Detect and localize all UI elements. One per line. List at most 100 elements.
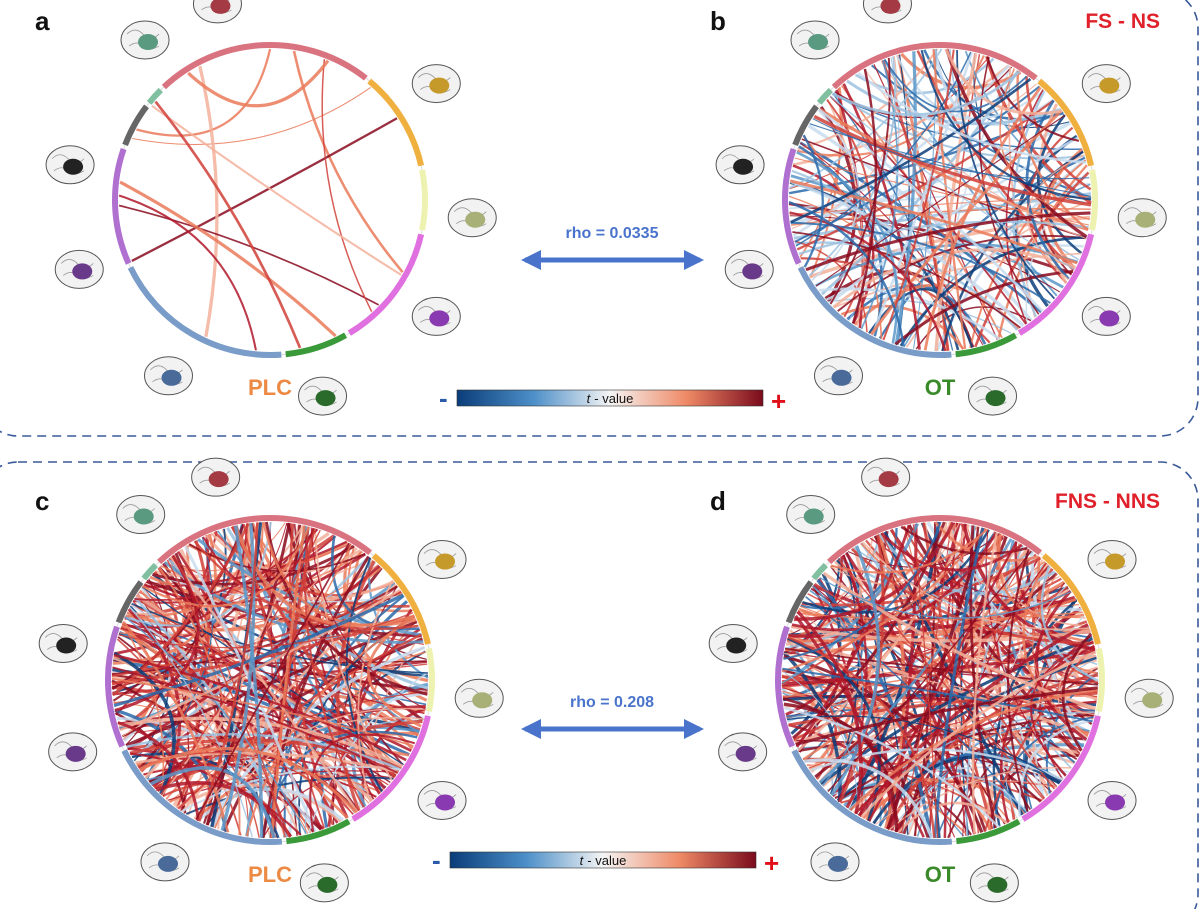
brain-region [878, 471, 899, 488]
chord [969, 525, 997, 829]
brain-region [1105, 794, 1126, 811]
brain-region [465, 211, 486, 228]
chord [795, 51, 972, 247]
chord [233, 525, 264, 838]
chord [187, 59, 330, 108]
brain-icon [116, 495, 166, 535]
region-arc [1017, 233, 1095, 336]
brain-icon [45, 145, 95, 185]
region-arc [121, 749, 283, 845]
brain-icon [38, 624, 88, 664]
region-arc [831, 42, 1038, 90]
brain-icon [54, 249, 104, 289]
region-arc [792, 104, 819, 147]
chord [788, 200, 905, 347]
colorbar-minus: - [432, 845, 441, 875]
chord [888, 766, 1072, 831]
brain-icon [786, 495, 836, 535]
brain-region [317, 876, 338, 893]
region-arc [112, 148, 132, 265]
colorbar [456, 389, 764, 407]
brain-icon [411, 64, 461, 104]
chord [795, 524, 911, 748]
brain-icon [968, 376, 1018, 416]
region-arc [1089, 169, 1099, 231]
chord [787, 636, 936, 838]
chord [880, 532, 1023, 572]
brain-icon [454, 678, 504, 718]
chord [185, 776, 394, 815]
brain-region [435, 794, 456, 811]
brain-region [161, 369, 182, 386]
correlation-label: rho = 0.0335 [566, 225, 659, 242]
chord [916, 50, 1075, 272]
region-arc [797, 266, 952, 358]
brain-region [208, 471, 229, 488]
chord [345, 557, 383, 793]
chord [798, 145, 884, 337]
chord [804, 758, 934, 839]
chord [795, 686, 1098, 746]
brain-icon [144, 356, 193, 396]
chord [883, 531, 1024, 816]
brain-icon [969, 863, 1019, 903]
chord [309, 733, 416, 833]
chord [304, 526, 365, 808]
chord [784, 706, 1000, 828]
region-arc [157, 515, 373, 565]
brain-region [735, 745, 756, 762]
chord [131, 602, 428, 674]
chord [114, 554, 200, 713]
chord [848, 521, 941, 811]
chord [818, 287, 1001, 340]
chord [849, 688, 1098, 812]
brain-icon [724, 249, 774, 289]
chord [198, 65, 219, 338]
brain-icon [718, 732, 768, 772]
panel-letter: b [710, 6, 726, 36]
chord [169, 556, 359, 813]
chord [830, 528, 989, 574]
brain-icon [411, 296, 461, 336]
brain-region [429, 310, 450, 327]
chord [818, 107, 1089, 231]
chord [261, 730, 418, 839]
region-arc [811, 562, 828, 581]
chord [829, 57, 891, 305]
chord [812, 118, 1090, 180]
chord [120, 626, 349, 819]
chord [947, 667, 1099, 839]
brain-icon [191, 457, 241, 497]
region-arc [105, 625, 125, 748]
chord [136, 48, 272, 137]
brain-icon [120, 20, 170, 60]
region-arc [115, 580, 144, 624]
chord [367, 614, 422, 728]
panel-frame [0, 461, 1199, 909]
chord [971, 532, 998, 835]
chord [1061, 632, 1093, 752]
brain-region [210, 0, 231, 14]
chord [220, 523, 256, 832]
chord [945, 48, 1088, 239]
chord [789, 211, 947, 352]
brain-region [831, 369, 852, 386]
chord [1040, 565, 1099, 682]
chord [790, 221, 1051, 304]
chord [837, 554, 868, 802]
chord [154, 100, 302, 349]
chord [818, 538, 1013, 784]
chord [791, 531, 998, 632]
brain-region [1099, 310, 1120, 327]
chord [151, 104, 402, 276]
brain-region [733, 158, 754, 175]
chord [819, 576, 1072, 619]
region-arc [1037, 78, 1095, 167]
brain-region [133, 508, 154, 525]
region-arc [161, 42, 368, 90]
brain-region [1135, 211, 1156, 228]
chord [113, 653, 407, 762]
chord [992, 599, 1078, 827]
brain-icon [814, 356, 863, 396]
brain-region [435, 553, 456, 570]
